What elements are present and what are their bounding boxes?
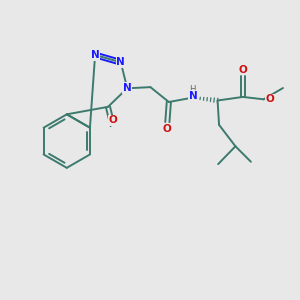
Text: O: O <box>238 64 247 75</box>
Text: O: O <box>266 94 274 104</box>
Text: O: O <box>108 115 117 125</box>
Text: N: N <box>123 83 132 93</box>
Text: O: O <box>163 124 172 134</box>
Text: N: N <box>116 57 125 67</box>
Text: N: N <box>189 91 198 101</box>
Text: H: H <box>189 85 196 94</box>
Text: N: N <box>91 50 100 60</box>
